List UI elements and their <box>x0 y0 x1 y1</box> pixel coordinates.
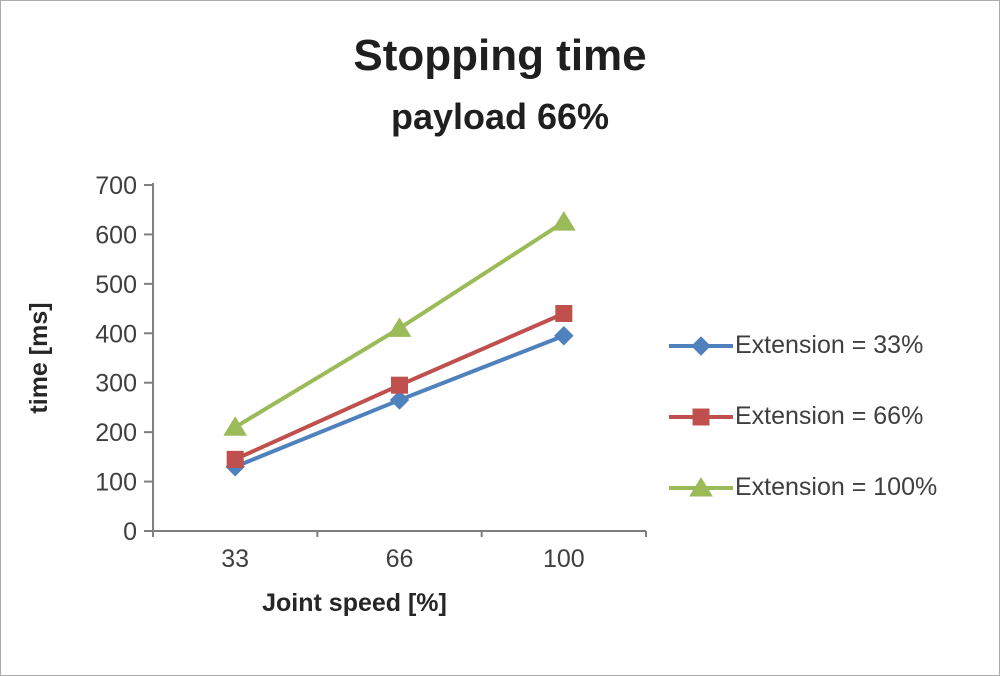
chart-title: Stopping time <box>353 31 647 80</box>
plot-area: 0 100 200 300 400 500 600 700 33 66 100 Joint speed… <box>25 172 647 617</box>
y-tick-label: 400 <box>95 320 137 348</box>
legend-label: Extension = 66% <box>735 402 924 430</box>
x-tick-label: 33 <box>221 545 249 573</box>
legend-triangle-marker-icon <box>669 476 733 496</box>
legend-item: Extension = 66% <box>669 402 937 431</box>
series-extension-66 <box>226 305 573 468</box>
y-tick-label: 700 <box>95 172 137 200</box>
square-marker-icon <box>692 408 710 425</box>
legend-diamond-marker-icon <box>669 335 733 356</box>
triangle-marker-icon <box>387 317 412 337</box>
y-tick-label: 600 <box>95 221 137 249</box>
diamond-marker-icon <box>554 326 574 346</box>
legend-item: Extension = 33% <box>669 331 937 360</box>
y-tick-label: 0 <box>123 518 137 546</box>
legend-label: Extension = 33% <box>735 331 924 359</box>
y-tick-label: 100 <box>95 469 137 497</box>
y-axis-title: time [ms] <box>25 302 53 413</box>
legend-label: Extension = 100% <box>735 473 938 501</box>
legend-square-marker-icon <box>669 408 733 425</box>
y-tick-label: 200 <box>95 419 137 447</box>
x-axis-title: Joint speed [%] <box>262 589 447 617</box>
triangle-marker-icon <box>223 416 248 436</box>
legend-item: Extension = 100% <box>669 473 937 502</box>
square-marker-icon <box>226 450 244 468</box>
square-marker-icon <box>391 376 408 394</box>
y-tick-label: 500 <box>95 271 137 299</box>
y-tick-label: 300 <box>95 370 137 398</box>
diamond-marker-icon <box>691 335 711 356</box>
x-tick-label: 66 <box>386 545 414 573</box>
x-tick-label: 100 <box>543 545 585 573</box>
square-marker-icon <box>555 305 573 323</box>
diamond-marker-icon <box>389 390 410 410</box>
series-extension-100 <box>223 211 576 436</box>
triangle-marker-icon <box>689 476 713 496</box>
chart-subtitle: payload 66% <box>390 96 610 137</box>
legend: Extension = 33% Extension = 66% Extensio… <box>669 331 937 502</box>
triangle-marker-icon <box>551 211 576 231</box>
